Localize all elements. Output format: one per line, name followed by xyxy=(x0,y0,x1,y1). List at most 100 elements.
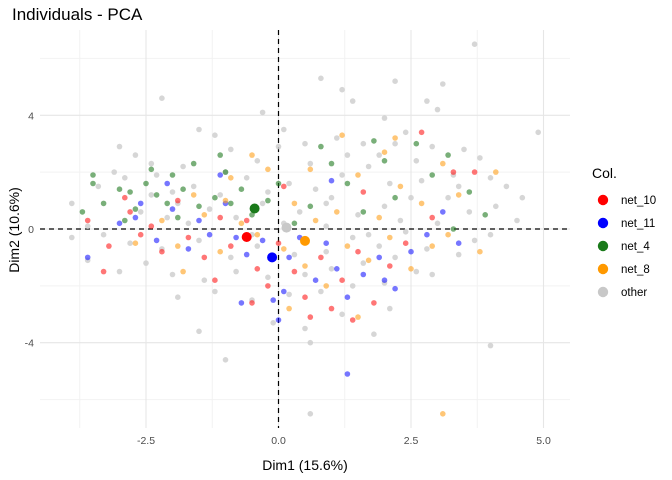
point-other xyxy=(254,158,261,164)
point-net-8 xyxy=(238,220,245,227)
point-other xyxy=(307,339,314,346)
point-net-10 xyxy=(355,248,361,255)
point-other xyxy=(429,271,436,278)
point-other xyxy=(339,311,345,318)
point-net-11 xyxy=(270,297,277,303)
point-net-11 xyxy=(323,240,330,246)
point-other xyxy=(381,203,388,210)
point-other xyxy=(243,175,250,181)
point-other xyxy=(116,268,123,275)
point-other xyxy=(387,180,393,187)
point-other xyxy=(344,152,351,158)
point-net-10 xyxy=(265,283,271,289)
point-net-11 xyxy=(196,217,202,224)
point-other xyxy=(365,163,372,170)
point-other xyxy=(434,220,441,227)
point-other xyxy=(424,246,430,252)
point-net-4 xyxy=(164,200,170,207)
point-other xyxy=(318,288,324,295)
point-other xyxy=(116,143,123,150)
legend-swatch-net-11 xyxy=(597,217,609,229)
point-other xyxy=(397,217,404,224)
point-net-10 xyxy=(450,169,457,175)
reference-lines xyxy=(40,30,570,428)
x-tick-label: -2.5 xyxy=(137,435,155,447)
point-other xyxy=(402,129,409,136)
point-other xyxy=(302,140,308,147)
point-net-8 xyxy=(217,248,223,255)
point-other xyxy=(349,283,356,289)
point-net-4 xyxy=(79,209,86,215)
point-other xyxy=(408,194,414,201)
point-other xyxy=(233,268,239,275)
centroid-other xyxy=(281,222,292,233)
point-other xyxy=(196,328,202,335)
point-net-4 xyxy=(169,172,176,178)
point-other xyxy=(365,231,372,238)
point-net-4 xyxy=(328,160,335,167)
point-net-10 xyxy=(212,277,218,284)
point-net-10 xyxy=(302,294,308,301)
point-other xyxy=(339,86,345,93)
point-net-10 xyxy=(275,240,282,246)
point-other xyxy=(185,220,192,227)
point-other xyxy=(69,200,75,207)
point-other xyxy=(180,163,186,170)
point-net-8 xyxy=(312,217,319,224)
point-other xyxy=(349,234,356,241)
point-net-4 xyxy=(217,152,223,158)
point-other xyxy=(392,254,398,261)
point-net-4 xyxy=(127,189,133,195)
point-net-8 xyxy=(334,209,340,215)
point-net-11 xyxy=(116,220,123,227)
legend-label-net-4: net_4 xyxy=(621,241,650,253)
point-net-4 xyxy=(228,200,234,207)
point-other xyxy=(371,331,377,338)
legend-swatch-net-4 xyxy=(597,240,609,252)
point-net-4 xyxy=(445,152,451,158)
point-net-11 xyxy=(233,234,239,241)
point-net-10 xyxy=(201,254,208,261)
point-other xyxy=(376,152,383,158)
point-other xyxy=(281,126,287,133)
point-net-10 xyxy=(318,254,324,261)
point-net-11 xyxy=(334,266,340,272)
point-net-4 xyxy=(90,180,96,187)
point-net-4 xyxy=(148,166,155,173)
point-net-10 xyxy=(291,268,298,275)
point-other xyxy=(265,274,271,281)
legend-label-net-11: net_11 xyxy=(621,218,655,230)
point-net-8 xyxy=(190,192,197,198)
point-net-11 xyxy=(164,180,170,187)
point-other xyxy=(143,260,149,266)
point-other xyxy=(440,81,446,87)
point-net-11 xyxy=(132,214,139,221)
point-net-8 xyxy=(365,257,372,264)
point-net-11 xyxy=(206,231,213,238)
point-net-8 xyxy=(408,266,414,272)
point-other xyxy=(302,325,308,332)
legend-title: Col. xyxy=(592,165,617,181)
point-net-8 xyxy=(249,152,255,158)
point-net-11 xyxy=(408,248,414,255)
point-other xyxy=(169,271,176,278)
point-net-8 xyxy=(381,149,388,155)
point-net-10 xyxy=(175,197,181,204)
point-other xyxy=(323,223,330,229)
point-other xyxy=(265,189,271,195)
point-other xyxy=(360,140,367,147)
point-net-8 xyxy=(429,243,436,249)
point-net-10 xyxy=(84,217,91,224)
point-net-4 xyxy=(132,206,139,212)
point-net-8 xyxy=(201,212,208,218)
point-other xyxy=(535,129,541,136)
point-net-10 xyxy=(339,277,345,284)
point-net-10 xyxy=(254,266,261,272)
point-net-8 xyxy=(180,268,186,275)
x-tick-label: 2.5 xyxy=(404,435,419,447)
legend-swatch-net-8 xyxy=(597,263,609,275)
point-net-10 xyxy=(281,183,287,190)
point-net-4 xyxy=(153,192,160,198)
point-other xyxy=(201,277,208,284)
point-other xyxy=(69,234,75,241)
